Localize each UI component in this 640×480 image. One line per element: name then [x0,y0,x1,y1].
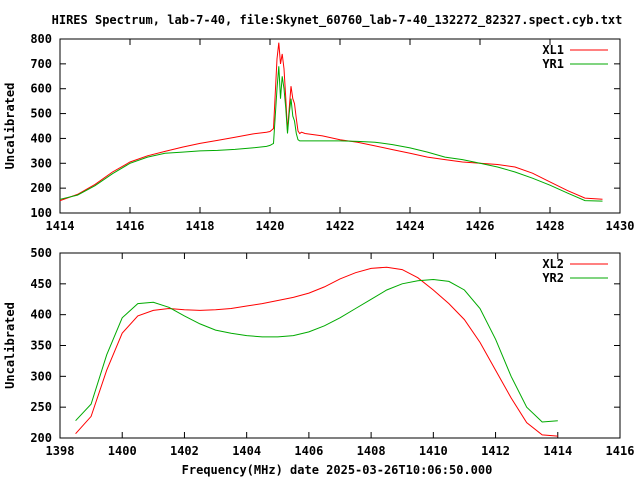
x-tick-label: 1414 [543,444,572,458]
x-tick-label: 1410 [419,444,448,458]
legend-label-xl2: XL2 [542,257,564,271]
x-axis-label: Frequency(MHz) date 2025-03-26T10:06:50.… [182,463,493,477]
y-tick-label: 450 [30,277,52,291]
y-tick-label: 250 [30,400,52,414]
x-tick-label: 1416 [606,444,635,458]
x-tick-label: 1428 [536,219,565,233]
x-tick-label: 1426 [466,219,495,233]
y-axis-label: Uncalibrated [3,83,17,170]
x-tick-label: 1400 [108,444,137,458]
plot-frame [59,252,621,439]
y-tick-label: 500 [30,107,52,121]
y-tick-label: 100 [30,206,52,220]
series-line-yr1 [59,66,603,202]
series-line-yr2 [75,278,558,423]
series-line-xl2 [75,266,558,437]
y-tick-label: 300 [30,369,52,383]
x-tick-label: 1404 [232,444,261,458]
y-tick-label: 500 [30,246,52,260]
x-tick-label: 1398 [46,444,75,458]
plot-frame [59,38,621,214]
x-tick-label: 1422 [326,219,355,233]
y-tick-label: 400 [30,131,52,145]
series-line-xl1 [59,42,603,202]
chart-panel-2: 1398 1400 1402 1404 1406 1408 1410 1412 1414 1416… [3,246,634,458]
y-axis-label: Uncalibrated [3,302,17,389]
y-tick-label: 350 [30,339,52,353]
x-tick-label: 1412 [481,444,510,458]
y-tick-label: 200 [30,431,52,445]
x-tick-label: 1408 [357,444,386,458]
y-tick-label: 800 [30,32,52,46]
x-tick-label: 1414 [46,219,75,233]
y-tick-label: 200 [30,181,52,195]
x-tick-label: 1420 [256,219,285,233]
x-tick-label: 1418 [186,219,215,233]
x-tick-label: 1416 [116,219,145,233]
legend-label-yr2: YR2 [542,271,564,285]
legend-label-yr1: YR1 [542,57,564,71]
y-tick-label: 300 [30,156,52,170]
chart-panel-1: 1414 1416 1418 1420 1422 1424 1426 1428 1430 100 2… [3,32,634,233]
chart-title: HIRES Spectrum, lab-7-40, file:Skynet_60… [52,13,623,28]
legend-label-xl1: XL1 [542,43,564,57]
x-tick-label: 1402 [170,444,199,458]
y-tick-label: 700 [30,57,52,71]
y-tick-label: 400 [30,308,52,322]
x-tick-label: 1430 [606,219,635,233]
x-tick-label: 1406 [294,444,323,458]
x-tick-label: 1424 [396,219,425,233]
y-tick-label: 600 [30,82,52,96]
